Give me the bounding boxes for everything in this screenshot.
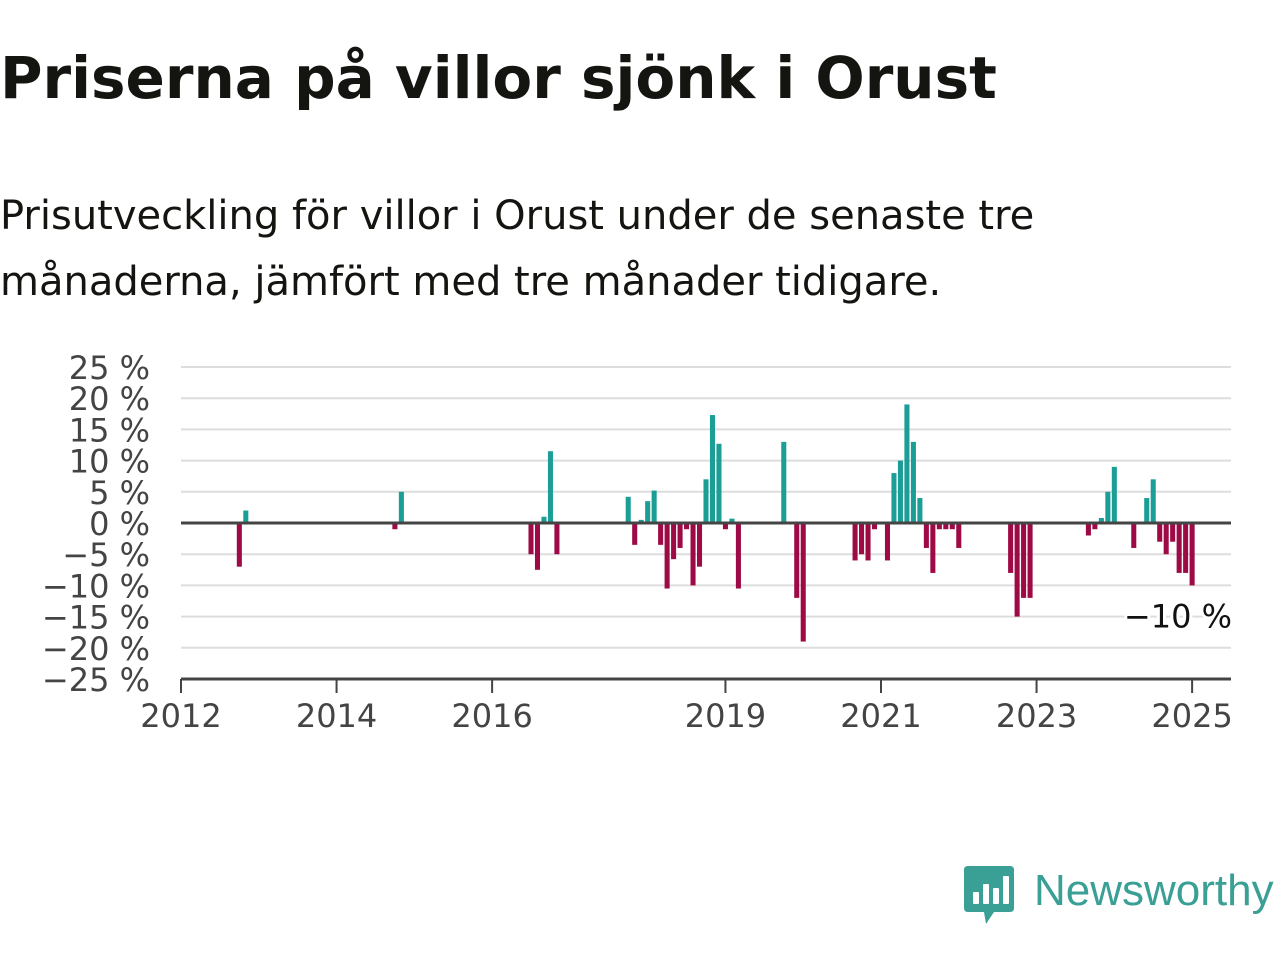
x-tick-label: 2025 — [1151, 697, 1232, 735]
bar — [392, 523, 398, 530]
labels: 25 %20 %15 %10 %5 %0 %−5 %−10 %−15 %−20 … — [42, 349, 1235, 735]
bar — [936, 523, 942, 530]
bar — [664, 523, 670, 589]
bar — [696, 523, 703, 567]
x-tick-label: 2012 — [140, 697, 221, 735]
bar — [1157, 523, 1163, 542]
bar-chart-speech-bubble-icon — [964, 866, 1014, 924]
bar — [554, 523, 560, 555]
bar — [684, 523, 690, 530]
bar — [1021, 523, 1027, 598]
x-tick-label: 2019 — [685, 697, 766, 735]
bar — [1189, 523, 1195, 586]
bar — [1085, 523, 1091, 536]
y-tick-label: 25 % — [69, 349, 150, 387]
bar — [1027, 523, 1033, 598]
bar — [625, 496, 631, 523]
bar — [1111, 466, 1117, 523]
y-tick-label: 10 % — [69, 443, 150, 481]
bar — [1131, 523, 1137, 548]
axes — [180, 521, 1231, 693]
y-tick-label: −15 % — [42, 599, 150, 637]
bar — [923, 523, 929, 548]
bar — [677, 523, 683, 548]
bar — [904, 404, 910, 523]
bar — [930, 523, 936, 573]
bar — [781, 441, 787, 523]
bar — [651, 490, 657, 523]
bar — [1008, 523, 1014, 573]
bar — [735, 523, 741, 589]
bars — [236, 404, 1195, 642]
bar — [398, 491, 404, 523]
bar — [547, 451, 553, 523]
bar — [891, 473, 897, 523]
bar — [729, 518, 735, 523]
y-tick-label: −10 % — [42, 567, 150, 605]
bar — [658, 523, 664, 545]
bar — [1170, 523, 1176, 542]
bar — [852, 523, 858, 561]
bar — [243, 510, 249, 523]
x-tick-label: 2021 — [840, 697, 921, 735]
bar — [917, 498, 923, 523]
bar — [638, 519, 644, 523]
bar — [236, 523, 242, 567]
x-tick-label: 2016 — [451, 697, 532, 735]
bar — [910, 441, 916, 523]
bar — [956, 523, 962, 548]
bar — [800, 523, 806, 642]
chart-subtitle: Prisutveckling för villor i Orust under … — [0, 193, 1035, 305]
bar — [1150, 479, 1156, 523]
bar — [722, 523, 728, 530]
bar — [703, 479, 709, 523]
y-tick-label: −5 % — [62, 536, 150, 574]
bar — [1176, 523, 1182, 573]
newsworthy-logo: Newsworthy — [964, 864, 1280, 928]
bar — [528, 523, 534, 555]
bar — [671, 523, 677, 560]
bar — [794, 523, 800, 598]
brand-name: Newsworthy — [1034, 866, 1274, 915]
x-tick-label: 2014 — [296, 697, 377, 735]
bar — [709, 415, 716, 523]
bar — [1144, 498, 1150, 523]
bar — [541, 516, 547, 523]
bar — [871, 523, 878, 530]
bar — [859, 523, 865, 555]
bar — [690, 523, 696, 586]
bar — [865, 523, 871, 561]
bar — [534, 523, 541, 570]
bar — [1105, 491, 1111, 523]
y-tick-label: −20 % — [42, 630, 150, 668]
bar — [1014, 523, 1020, 617]
bar — [949, 523, 955, 530]
bar — [884, 523, 891, 561]
bar-chart: 25 %20 %15 %10 %5 %0 %−5 %−10 %−15 %−20 … — [42, 349, 1235, 735]
bar — [632, 523, 638, 545]
y-tick-label: 15 % — [69, 411, 150, 449]
y-tick-label: −25 % — [42, 661, 150, 699]
last-value-label: −10 % — [1124, 597, 1232, 635]
bar — [897, 460, 903, 523]
bar — [943, 523, 949, 530]
bar — [1092, 523, 1098, 530]
y-tick-label: 20 % — [69, 380, 150, 418]
chart-title: Priserna på villor sjönk i Orust — [0, 44, 997, 112]
bar — [1163, 523, 1169, 555]
y-tick-label: 0 % — [89, 505, 150, 543]
y-tick-label: 5 % — [89, 474, 150, 512]
x-tick-label: 2023 — [996, 697, 1077, 735]
bar — [1183, 523, 1189, 573]
bar — [716, 443, 722, 523]
bar — [645, 501, 651, 523]
bar — [1098, 518, 1104, 523]
